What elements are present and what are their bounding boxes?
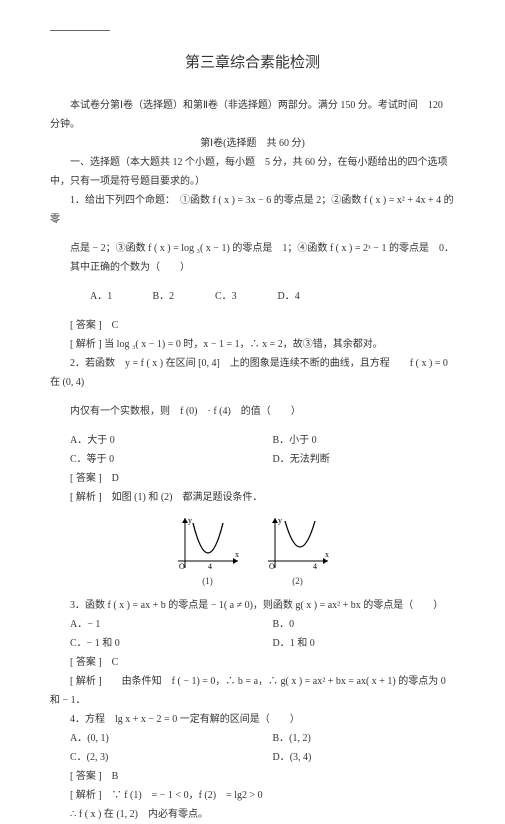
q1-opt-b: B．2 [133, 287, 193, 306]
intro-line-3: 一、选择题（本大题共 12 个小题，每小题 5 分，共 60 分，在每小题给出的… [50, 153, 455, 191]
q2-stem-a: 2．若函数 y = f ( x ) 在区间 [0, 4] 上的图象是连续不断的曲… [50, 354, 455, 392]
svg-text:O: O [269, 562, 275, 571]
q4-options-row2: C．(2, 3) D．(3, 4) [50, 748, 455, 767]
q4-opt-c: C．(2, 3) [50, 748, 253, 767]
q4-opt-d: D．(3, 4) [253, 748, 456, 767]
q2-opt-b: B．小于 0 [253, 431, 456, 450]
q1-explain: [ 解析 ] 当 log ₃( x − 1) = 0 时，x − 1 = 1，∴… [50, 335, 455, 354]
figure-1: O 4 x y (1) [173, 513, 243, 590]
q3-answer: [ 答案 ] C [50, 653, 455, 672]
q3-opt-c: C．− 1 和 0 [50, 634, 253, 653]
exam-page: 第三章综合素能检测 本试卷分第Ⅰ卷（选择题）和第Ⅱ卷（非选择题）两部分。满分 1… [0, 0, 505, 714]
figure-1-label: (1) [173, 573, 243, 590]
q3-explain: [ 解析 ] 由条件知 f ( − 1) = 0，∴ b = a，∴ g( x … [50, 672, 455, 710]
intro-line-2: 第Ⅰ卷(选择题 共 60 分) [50, 134, 455, 153]
svg-text:x: x [325, 550, 329, 559]
q3-opt-d: D．1 和 0 [253, 634, 456, 653]
svg-text:x: x [235, 550, 239, 559]
q1-opt-d: D．4 [258, 287, 318, 306]
q4-explain-1: [ 解析 ] ∵ f (1) = − 1 < 0，f (2) = lg2 > 0 [50, 786, 455, 805]
q4-stem: 4．方程 lg x + x − 2 = 0 一定有解的区间是（ ） [50, 710, 455, 729]
chapter-title: 第三章综合素能检测 [50, 49, 455, 78]
svg-text:O: O [179, 562, 185, 571]
figure-2: O 4 x y (2) [263, 513, 333, 590]
q4-options-row1: A．(0, 1) B．(1, 2) [50, 729, 455, 748]
q3-options-row1: A．− 1 B．0 [50, 615, 455, 634]
q1-answer: [ 答案 ] C [50, 316, 455, 335]
q1-opt-c: C．3 [195, 287, 255, 306]
q2-opt-c: C．等于 0 [50, 450, 253, 469]
q1-options: A．1 B．2 C．3 D．4 [50, 287, 455, 306]
q2-opt-d: D．无法判断 [253, 450, 456, 469]
q4-explain-2: ∴ f ( x ) 在 (1, 2) 内必有零点。 [50, 805, 455, 824]
svg-text:y: y [188, 516, 192, 525]
q2-stem-b: 内仅有一个实数根，则 f (0) · f (4) 的值（ ） [70, 402, 455, 421]
q3-opt-a: A．− 1 [50, 615, 253, 634]
figure-row: O 4 x y (1) O 4 x y (2) [50, 513, 455, 590]
q1-opt-a: A．1 [70, 287, 130, 306]
q3-opt-b: B．0 [253, 615, 456, 634]
q4-opt-b: B．(1, 2) [253, 729, 456, 748]
q2-explain: [ 解析 ] 如图 (1) 和 (2) 都满足题设条件． [50, 488, 455, 507]
svg-text:4: 4 [208, 562, 212, 571]
svg-text:4: 4 [313, 562, 317, 571]
q3-options-row2: C．− 1 和 0 D．1 和 0 [50, 634, 455, 653]
q1-stem-a: 1．给出下列四个命题： ①函数 f ( x ) = 3x − 6 的零点是 2；… [50, 191, 455, 229]
q4-opt-a: A．(0, 1) [50, 729, 253, 748]
top-rule [50, 30, 110, 31]
intro-line-1: 本试卷分第Ⅰ卷（选择题）和第Ⅱ卷（非选择题）两部分。满分 150 分。考试时间 … [50, 96, 455, 134]
q4-answer: [ 答案 ] B [50, 767, 455, 786]
svg-text:y: y [278, 516, 282, 525]
q2-opt-a: A．大于 0 [50, 431, 253, 450]
q3-stem: 3．函数 f ( x ) = ax + b 的零点是 − 1( a ≠ 0)，则… [50, 596, 455, 615]
q2-options-row1: A．大于 0 B．小于 0 [50, 431, 455, 450]
q1-stem-b: 点是 − 2；③函数 f ( x ) = log ₃( x − 1) 的零点是 … [70, 239, 455, 277]
figure-2-label: (2) [263, 573, 333, 590]
q2-answer: [ 答案 ] D [50, 469, 455, 488]
q2-options-row2: C．等于 0 D．无法判断 [50, 450, 455, 469]
